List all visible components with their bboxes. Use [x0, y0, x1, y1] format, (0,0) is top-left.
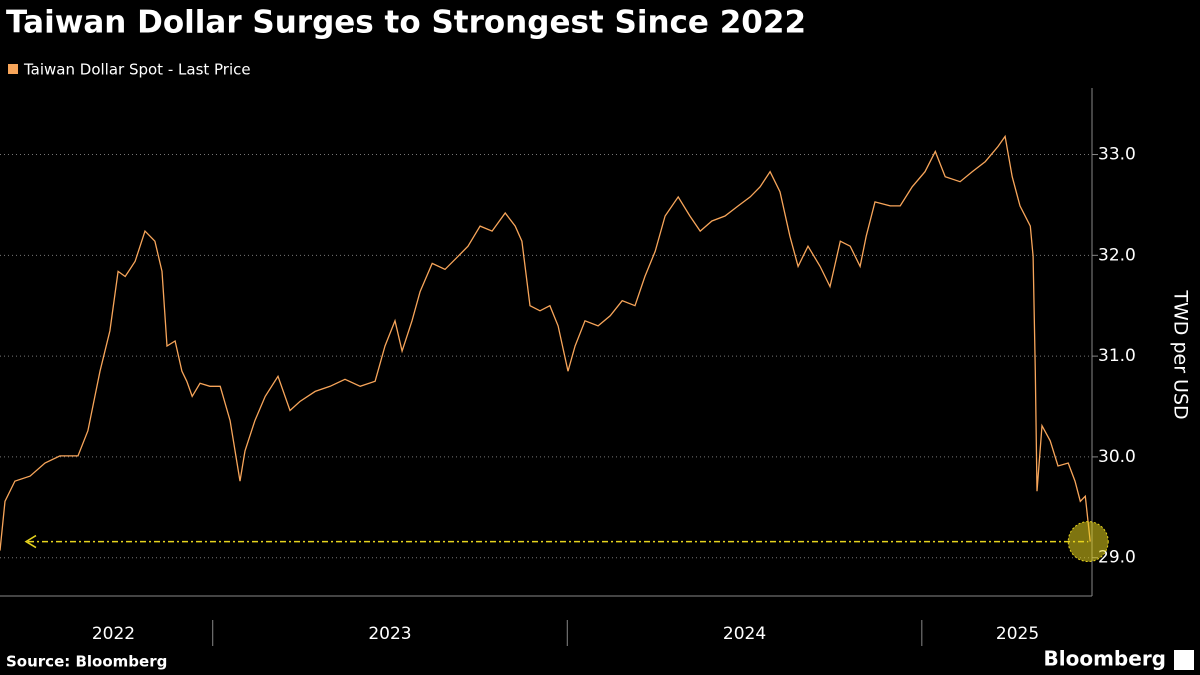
x-tick-label: 2023 — [368, 624, 411, 644]
legend-label: Taiwan Dollar Spot - Last Price — [23, 61, 251, 79]
x-tick-label: 2022 — [92, 624, 135, 644]
price-line — [0, 134, 1091, 551]
y-tick-label: 31.0 — [1098, 346, 1136, 366]
annotation-circle — [1067, 521, 1109, 563]
brand: Bloomberg — [1044, 647, 1166, 671]
y-axis-title: TWD per USD — [1170, 289, 1192, 419]
legend-swatch — [8, 64, 18, 74]
brand-icon — [1174, 650, 1194, 670]
chart-title: Taiwan Dollar Surges to Strongest Since … — [6, 5, 806, 41]
source: Source: Bloomberg — [6, 653, 167, 671]
x-tick-label: 2024 — [723, 624, 766, 644]
y-tick-label: 29.0 — [1098, 548, 1136, 568]
y-tick-label: 33.0 — [1098, 145, 1136, 165]
y-tick-label: 32.0 — [1098, 245, 1136, 265]
y-tick-label: 30.0 — [1098, 447, 1136, 467]
x-tick-label: 2025 — [996, 624, 1039, 644]
annotation-arrow — [24, 534, 37, 549]
